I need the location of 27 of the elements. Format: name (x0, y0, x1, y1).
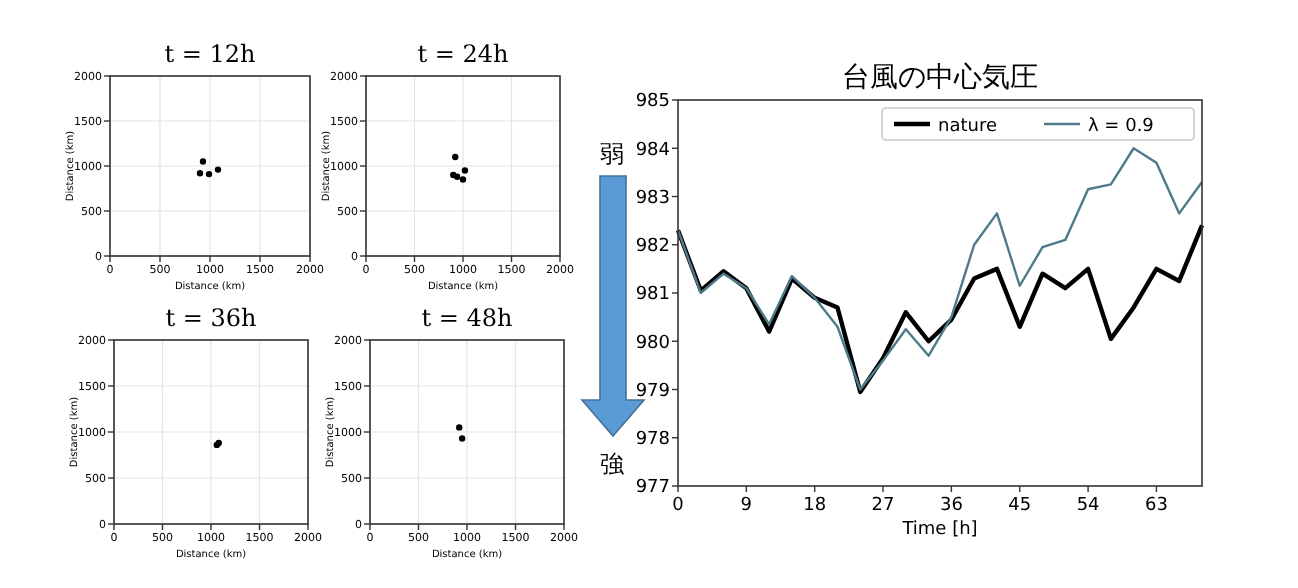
legend-label: λ = 0.9 (1088, 117, 1155, 137)
x-tick-label: 54 (1076, 496, 1101, 516)
y-tick-label: 984 (635, 140, 671, 161)
x-axis-title: Time [h] (900, 520, 978, 540)
chart-title: t = 48h (421, 304, 514, 332)
chart-title: t = 36h (165, 304, 258, 332)
x-tick-label: 36 (939, 496, 964, 516)
y-tick-label: 981 (635, 285, 670, 306)
text: 弱 (600, 140, 624, 168)
chart-title: t = 24h (417, 40, 510, 68)
x-tick-label: 45 (1008, 496, 1032, 516)
x-tick-label: 18 (803, 496, 827, 516)
x-tick-label: 9 (740, 496, 753, 516)
y-tick-label: 977 (635, 478, 670, 499)
chart-title: t = 12h (164, 40, 257, 68)
x-tick-label: 27 (871, 496, 895, 516)
y-tick-label: 982 (635, 237, 670, 258)
y-tick-label: 980 (635, 333, 671, 354)
x-tick-label: 63 (1144, 496, 1168, 516)
y-tick-label: 978 (635, 430, 671, 451)
legend-label: nature (938, 117, 998, 137)
x-tick-label: 0 (672, 496, 685, 516)
chart-title: 台風の中心気圧 (842, 62, 1038, 94)
y-tick-label: 985 (635, 92, 670, 113)
y-tick-label: 979 (635, 381, 671, 402)
text: 強 (600, 450, 624, 478)
y-tick-label: 983 (635, 188, 670, 209)
